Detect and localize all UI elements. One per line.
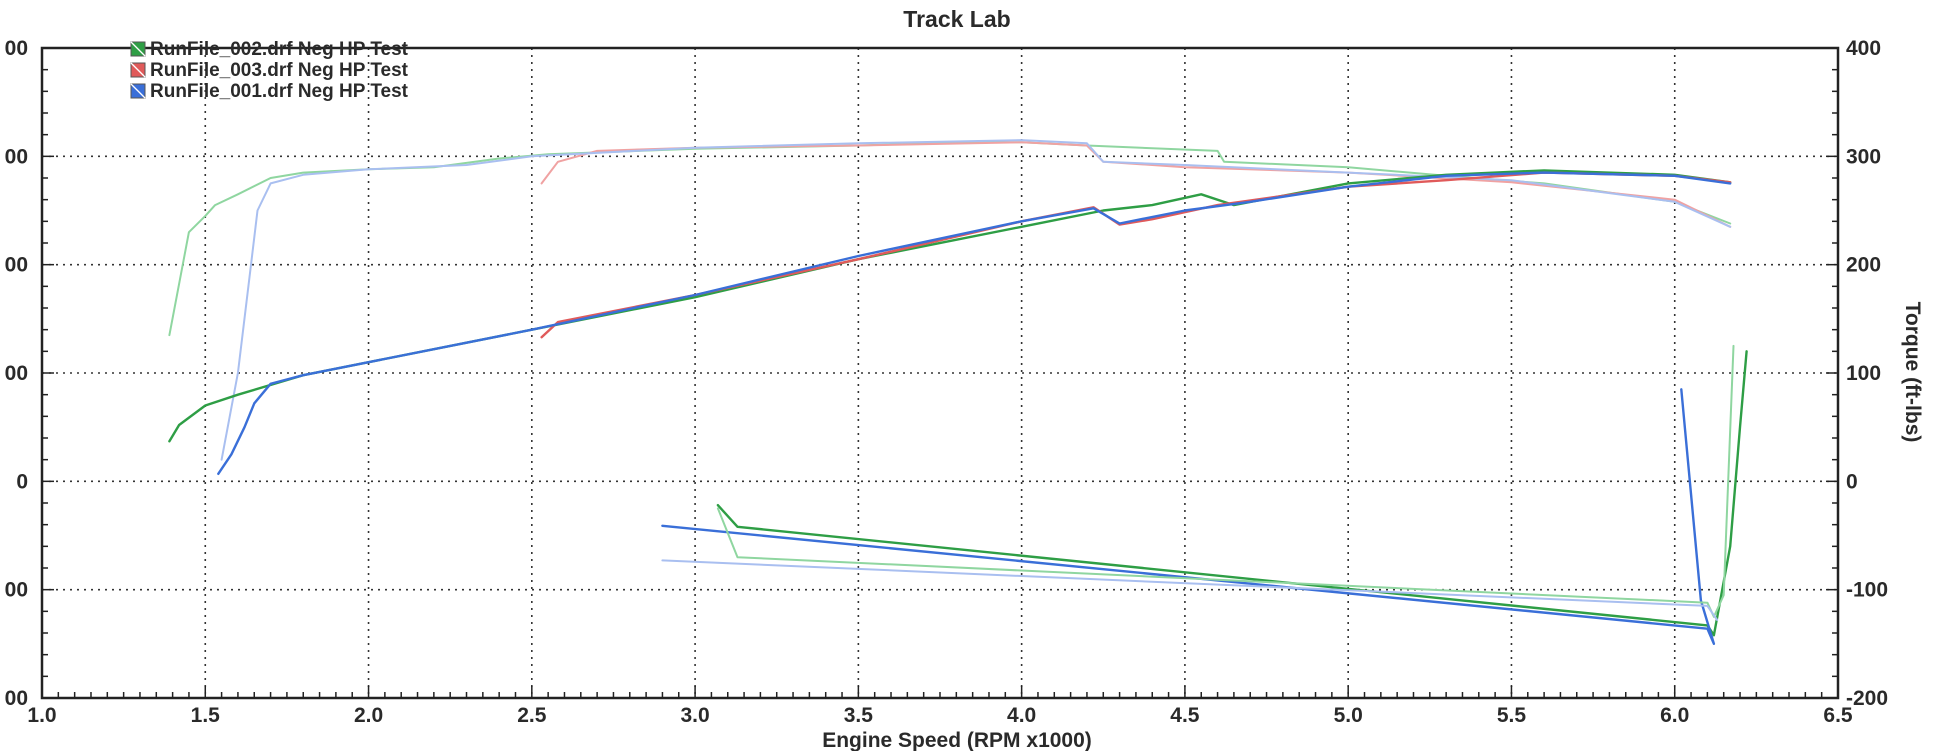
right-y-tick-label: 100 bbox=[1846, 362, 1881, 385]
legend-label: RunFile_002.drf Neg HP Test bbox=[150, 39, 409, 60]
right-y-tick-label: -200 bbox=[1846, 687, 1888, 710]
axes-layer: 1.0 1.5 2.0 2.5 3.0 3.5 4.0 4.5 5.0 5.5 6.0 6.5 400 3… bbox=[5, 37, 1888, 727]
x-tick-label: 6.0 bbox=[1660, 704, 1689, 727]
series-layer bbox=[168, 139, 1748, 645]
x-tick-label: 5.5 bbox=[1497, 704, 1527, 727]
series-line-run001-torque bbox=[220, 139, 1732, 461]
x-tick-label: 1.0 bbox=[27, 704, 56, 727]
legend-swatch-hatch bbox=[130, 41, 146, 57]
x-tick-label: 4.5 bbox=[1170, 704, 1200, 727]
grid-layer bbox=[42, 48, 1838, 698]
series-line-run001-power bbox=[217, 171, 1732, 475]
right-y-axis-title: Torque (ft-lbs) bbox=[1901, 302, 1924, 443]
series-line-run001-neg_torque bbox=[661, 559, 1719, 621]
legend-item: RunFile_002.drf Neg HP Test bbox=[130, 39, 409, 60]
left-y-tick-label: 00 bbox=[5, 37, 28, 60]
left-y-tick-label: 00 bbox=[5, 687, 28, 710]
x-tick-label: 2.0 bbox=[354, 704, 383, 727]
x-tick-label: 1.5 bbox=[191, 704, 221, 727]
x-tick-label: 3.0 bbox=[680, 704, 709, 727]
x-axis-title: Engine Speed (RPM x1000) bbox=[822, 729, 1092, 751]
x-tick-label: 5.0 bbox=[1334, 704, 1363, 727]
legend: RunFile_002.drf Neg HP TestRunFile_003.d… bbox=[130, 39, 409, 102]
x-tick-label: 6.5 bbox=[1823, 704, 1853, 727]
legend-item: RunFile_003.drf Neg HP Test bbox=[130, 60, 409, 81]
left-y-tick-label: 00 bbox=[5, 145, 28, 168]
legend-label: RunFile_003.drf Neg HP Test bbox=[150, 60, 409, 81]
right-y-tick-label: 300 bbox=[1846, 145, 1881, 168]
right-y-tick-label: 0 bbox=[1846, 470, 1858, 493]
x-tick-label: 3.5 bbox=[844, 704, 874, 727]
series-line-run003-torque bbox=[540, 141, 1732, 228]
legend-swatch-hatch bbox=[130, 83, 146, 99]
legend-item: RunFile_001.drf Neg HP Test bbox=[130, 81, 409, 102]
legend-swatch-hatch bbox=[130, 62, 146, 78]
right-y-tick-label: 400 bbox=[1846, 37, 1881, 60]
left-y-tick-label: 00 bbox=[5, 362, 28, 385]
left-y-tick-label: 00 bbox=[5, 254, 28, 277]
right-y-tick-label: 200 bbox=[1846, 254, 1881, 277]
right-y-tick-label: -100 bbox=[1846, 579, 1888, 602]
series-line-run002-torque bbox=[168, 141, 1732, 337]
x-tick-label: 2.5 bbox=[517, 704, 547, 727]
left-y-tick-label: 0 bbox=[16, 470, 28, 493]
legend-label: RunFile_001.drf Neg HP Test bbox=[150, 81, 409, 102]
series-line-run001-neg_power bbox=[661, 388, 1716, 645]
chart-title: Track Lab bbox=[903, 6, 1010, 32]
left-y-tick-label: 00 bbox=[5, 579, 28, 602]
x-tick-label: 4.0 bbox=[1007, 704, 1036, 727]
series-line-run002-neg_power bbox=[716, 350, 1748, 637]
